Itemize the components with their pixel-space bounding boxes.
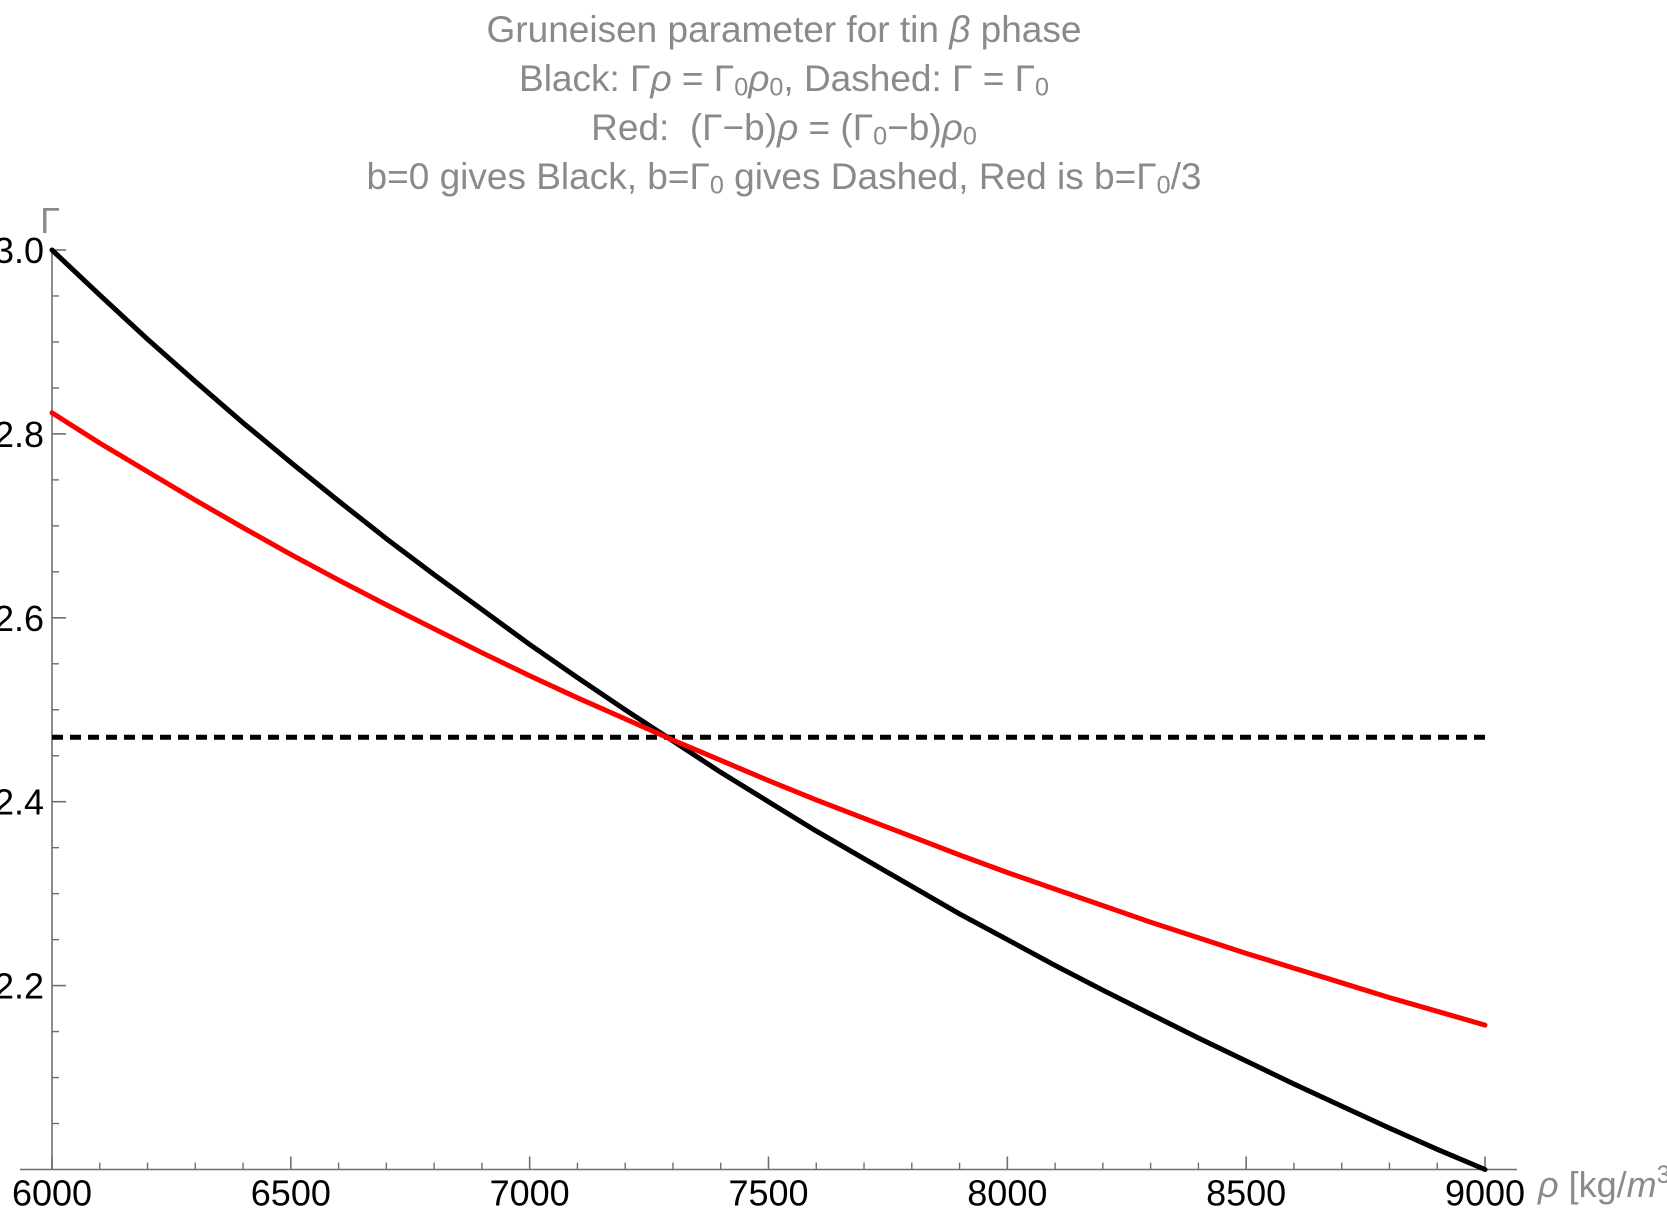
x-axis-title-segment: [kg/	[1559, 1164, 1627, 1205]
text-segment: 0	[1156, 171, 1171, 200]
tick-labels-group: 6000 6500 7000 7500 8000 8500 9000 3.0 2.8 2.6 2.4…	[0, 230, 1525, 1214]
y-tick-label: 2.8	[0, 414, 44, 455]
text-segment: ρ	[650, 58, 672, 99]
text-segment: b=0 gives Black, b=Γ	[366, 156, 710, 197]
text-segment: β	[949, 9, 971, 50]
x-tick-label: 7000	[490, 1173, 570, 1214]
text-segment: gives Dashed, Red is b=Γ	[723, 156, 1157, 197]
text-segment: 0	[769, 73, 784, 102]
text-segment: −b)	[887, 107, 942, 148]
series-group	[49, 247, 1488, 1172]
y-tick-label: 3.0	[0, 230, 44, 271]
y-tick-label: 2.2	[0, 966, 44, 1007]
title-line-3: Red: (Γ−b)ρ = (Γ0−b)ρ0	[0, 103, 1568, 152]
text-segment: ρ	[777, 107, 799, 148]
text-segment: , Dashed: Γ = Γ	[783, 58, 1035, 99]
text-segment: 0	[709, 171, 724, 200]
title-line-2: Black: Γρ = Γ0ρ0, Dashed: Γ = Γ0	[0, 54, 1568, 103]
text-segment: 0	[962, 122, 977, 151]
chart-title-block: Gruneisen parameter for tin β phase Black…	[0, 5, 1568, 201]
text-segment: 0	[873, 122, 888, 151]
text-segment: ρ	[941, 107, 963, 148]
black-curve	[49, 247, 1488, 1172]
x-tick-label: 8500	[1206, 1173, 1286, 1214]
text-segment: = Γ	[671, 58, 735, 99]
x-axis-title-superscript: 3	[1657, 1161, 1667, 1189]
x-tick-label: 9000	[1445, 1173, 1525, 1214]
text-segment: Black: Γ	[519, 58, 651, 99]
x-axis-title-segment: ρ	[1537, 1164, 1559, 1205]
text-segment: Red: (Γ−b)	[591, 107, 778, 148]
red-curve	[49, 410, 1488, 1028]
x-tick-label: 6500	[251, 1173, 331, 1214]
y-tick-label: 2.6	[0, 598, 44, 639]
text-segment: ρ	[748, 58, 770, 99]
x-tick-label: 8000	[967, 1173, 1047, 1214]
x-axis-title: ρ [kg/m3]	[1537, 1161, 1667, 1205]
text-segment: Gruneisen parameter for tin	[486, 9, 950, 50]
title-line-4: b=0 gives Black, b=Γ0 gives Dashed, Red …	[0, 152, 1568, 201]
text-segment: 0	[1034, 73, 1049, 102]
x-tick-label: 6000	[12, 1173, 92, 1214]
ticks-group	[51, 249, 1486, 1170]
x-tick-label: 7500	[728, 1173, 808, 1214]
axes-group	[20, 248, 1517, 1171]
y-tick-label: 2.4	[0, 782, 44, 823]
text-segment: /3	[1170, 156, 1202, 197]
text-segment: 0	[734, 73, 749, 102]
x-axis-title-segment: m	[1627, 1164, 1657, 1205]
y-axis-title: Γ	[40, 200, 60, 241]
text-segment: = (Γ	[798, 107, 874, 148]
title-line-1: Gruneisen parameter for tin β phase	[0, 5, 1568, 54]
text-segment: phase	[970, 9, 1082, 50]
